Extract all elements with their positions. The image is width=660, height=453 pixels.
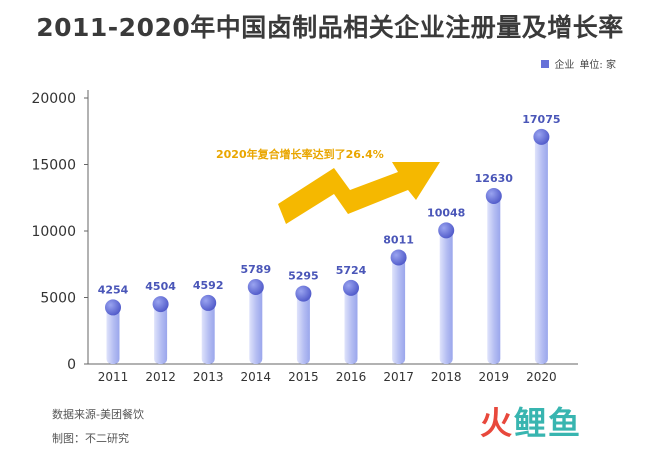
legend-label: 企业 [554,60,575,71]
data-label: 8011 [383,233,414,246]
x-tick-label: 2013 [193,370,224,384]
chart-title: 2011-2020年中国卤制品相关企业注册量及增长率 [36,13,624,42]
bar [534,136,548,364]
bar [201,302,215,364]
data-label: 17075 [522,113,560,126]
bar [249,287,263,364]
data-label: 4254 [98,283,129,296]
bar [296,293,310,364]
x-tick-label: 2019 [479,370,510,384]
data-label: 4592 [193,279,224,292]
bar-group-2014: 5789 2014 [240,263,271,384]
brand-logo: 火鲤鱼 [480,398,582,444]
bar-group-2016: 5724 2016 [336,264,367,384]
bar-group-2020: 17075 2020 [522,113,560,384]
bar-top-dot [438,222,455,239]
bar-top-dot [343,279,359,296]
data-label: 5724 [336,264,367,277]
x-tick-label: 2011 [98,370,129,384]
logo-part-2: 鲤鱼 [514,404,583,442]
legend-swatch [541,59,550,68]
y-tick-label: 5000 [40,291,76,307]
bar-top-dot [247,279,264,296]
data-label: 5789 [240,263,271,276]
data-source: 数据来源-美团餐饮 [52,408,144,421]
bar-group-2012: 4504 2012 [145,280,176,384]
data-label: 4504 [145,280,176,293]
y-tick-label: 0 [67,357,76,373]
bar [392,257,406,364]
data-label: 5295 [288,270,319,283]
bar-top-dot [533,128,550,145]
x-tick-label: 2014 [241,370,272,384]
x-tick-label: 2012 [145,370,176,384]
bar-group-2013: 4592 2013 [193,279,224,384]
x-tick-label: 2020 [526,370,557,384]
y-tick-label: 15000 [31,158,76,174]
chart-maker: 制图：不二研究 [52,432,129,445]
bar-group-2015: 5295 2015 [288,270,319,384]
bar [106,307,120,364]
data-label: 12630 [475,172,514,185]
bar [344,287,358,364]
bar-group-2017: 8011 2017 [383,233,414,384]
bar-top-dot [485,188,502,205]
legend-unit: 单位: 家 [579,60,616,71]
bar-top-dot [295,285,312,302]
bar-top-dot [105,299,121,316]
bar-group-2011: 4254 2011 [98,283,129,384]
data-label: 10048 [427,206,465,219]
x-tick-label: 2016 [336,370,367,384]
bar [487,196,501,364]
growth-arrow [278,162,440,224]
x-tick-label: 2017 [383,370,414,384]
y-tick-label: 20000 [31,91,76,107]
bar [439,230,453,364]
legend: 企业 单位: 家 [541,56,616,71]
bar [154,304,168,364]
x-tick-label: 2018 [431,370,462,384]
growth-annotation: 2020年复合增长率达到了26.4% [216,147,384,161]
bar-group-2019: 12630 2019 [475,172,514,384]
x-tick-label: 2015 [288,370,319,384]
bar-group-2018: 10048 2018 [427,206,465,384]
y-tick-label: 10000 [31,224,76,240]
bar-top-dot [200,294,217,311]
logo-part-1: 火 [480,404,515,442]
bar-top-dot [152,296,169,313]
bar-top-dot [390,249,407,266]
